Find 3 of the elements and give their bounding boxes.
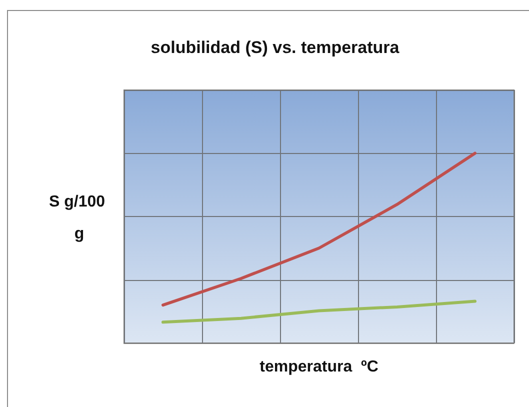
- y-axis-title: S g/100 g: [48, 194, 106, 242]
- x-axis-title: temperatura ºC: [260, 358, 379, 376]
- chart-title: solubilidad (S) vs. temperatura: [150, 38, 400, 57]
